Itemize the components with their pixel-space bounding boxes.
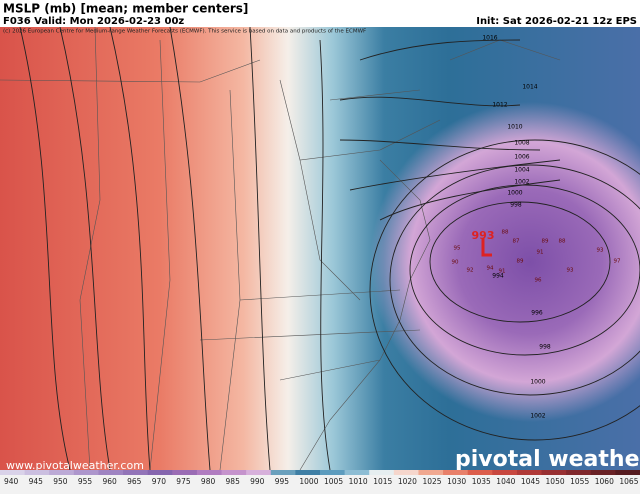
member-center-label: 87 <box>513 239 520 245</box>
colorbar-swatch <box>221 470 247 475</box>
colorbar-label: 1005 <box>324 477 343 486</box>
isobars <box>19 26 640 471</box>
colorbar-label: 1000 <box>299 477 318 486</box>
colorbar-swatch <box>123 470 149 475</box>
member-center-label: 91 <box>499 269 506 275</box>
low-center-marker <box>481 238 492 257</box>
member-center-label: 93 <box>597 248 604 254</box>
colorbar-label: 1035 <box>472 477 491 486</box>
member-center-label: 94 <box>487 266 494 272</box>
member-center-label: 93 <box>567 268 574 274</box>
colorbar-swatch <box>418 470 444 475</box>
contour-label: 1012 <box>492 102 507 109</box>
colorbar-label: 950 <box>53 477 68 486</box>
colorbar-swatch <box>295 470 321 475</box>
colorbar-label: 995 <box>275 477 290 486</box>
colorbar-swatch <box>590 470 616 475</box>
colorbar-label: 1040 <box>496 477 515 486</box>
contour-label: 996 <box>531 310 543 317</box>
colorbar-swatch <box>516 470 543 475</box>
colorbar-label: 1055 <box>570 477 589 486</box>
colorbar-label: 985 <box>226 477 241 486</box>
member-center-label: 89 <box>542 239 549 245</box>
colorbar-swatch <box>467 470 493 475</box>
header-bar <box>0 0 640 27</box>
colorbar-swatch <box>147 470 173 475</box>
watermark-brand: pivotal weather <box>455 447 640 472</box>
member-center-label: 90 <box>452 260 459 266</box>
map-title: MSLP (mb) [mean; member centers] <box>3 2 248 16</box>
colorbar-swatch <box>492 470 518 475</box>
colorbar-label: 1050 <box>546 477 565 486</box>
member-center-label: 88 <box>502 230 509 236</box>
colorbar-swatch <box>73 470 99 475</box>
colorbar-label: 1030 <box>447 477 466 486</box>
contour-label: 1010 <box>507 124 522 131</box>
colorbar-label: 960 <box>102 477 117 486</box>
colorbar-swatch <box>320 470 346 475</box>
member-center-label: 97 <box>614 259 621 265</box>
low-center-label: 993 <box>472 229 495 242</box>
colorbar-swatch <box>393 470 419 475</box>
member-center-label: 89 <box>517 259 524 265</box>
colorbar-label: 990 <box>250 477 265 486</box>
colorbar-swatch <box>0 470 26 475</box>
colorbar-swatch <box>270 470 296 475</box>
colorbar-swatch <box>344 470 370 475</box>
colorbar-swatch <box>246 470 272 475</box>
watermark-url: www.pivotalweather.com <box>6 459 144 472</box>
contour-label: 1000 <box>507 190 522 197</box>
colorbar-label: 1060 <box>595 477 614 486</box>
valid-time: F036 Valid: Mon 2026-02-23 00z <box>3 16 184 27</box>
colorbar-swatch <box>443 470 469 475</box>
colorbar-label: 940 <box>4 477 19 486</box>
colorbar-label: 975 <box>176 477 191 486</box>
colorbar-label: 945 <box>29 477 44 486</box>
contour-label: 1002 <box>530 413 545 420</box>
member-center-label: 95 <box>454 246 461 252</box>
contour-labels: 1016 1014 1012 1010 1008 1006 1004 1002 1000 998 9… <box>482 35 551 420</box>
colorbar: 940 945 950 955 960 965 970 975 980 985 990 995 1000… <box>0 470 640 494</box>
colorbar-label: 1020 <box>398 477 417 486</box>
colorbar-swatch <box>196 470 223 475</box>
colorbar-label: 1025 <box>422 477 441 486</box>
member-center-label: 88 <box>559 239 566 245</box>
colorbar-swatch <box>566 470 592 475</box>
contour-label: 998 <box>539 344 551 351</box>
member-center-label: 92 <box>467 268 474 274</box>
credit: (c) 2026 European Centre for Medium-rang… <box>3 29 366 35</box>
contour-label: 1004 <box>514 167 529 174</box>
colorbar-swatch <box>24 470 50 475</box>
colorbar-swatch <box>98 470 124 475</box>
contour-label: 994 <box>492 273 504 280</box>
colorbar-label: 970 <box>152 477 167 486</box>
contour-label: 1000 <box>530 379 545 386</box>
colorbar-swatch <box>172 470 198 475</box>
colorbar-label: 955 <box>78 477 93 486</box>
member-center-label: 96 <box>535 278 542 284</box>
colorbar-label: 980 <box>201 477 216 486</box>
contour-label: 1014 <box>522 84 537 91</box>
colorbar-label: 1065 <box>619 477 638 486</box>
colorbar-swatch <box>615 470 640 475</box>
member-center-label: 91 <box>537 250 544 256</box>
colorbar-label: 1015 <box>373 477 392 486</box>
colorbar-swatch <box>369 470 395 475</box>
contour-label: 1008 <box>514 140 529 147</box>
contour-label: 1002 <box>514 179 529 186</box>
contour-label: 1016 <box>482 35 497 42</box>
colorbar-swatch <box>49 470 75 475</box>
member-centers: 88 87 89 88 91 93 97 93 96 89 91 90 92 94 95 <box>452 230 621 284</box>
init-time: Init: Sat 2026-02-21 12z EPS <box>476 16 637 27</box>
colorbar-label: 965 <box>127 477 142 486</box>
colorbar-label: 1010 <box>349 477 368 486</box>
colorbar-label: 1045 <box>521 477 540 486</box>
colorbar-swatch <box>541 470 567 475</box>
contour-label: 1006 <box>514 154 529 161</box>
contour-label: 998 <box>510 202 522 209</box>
